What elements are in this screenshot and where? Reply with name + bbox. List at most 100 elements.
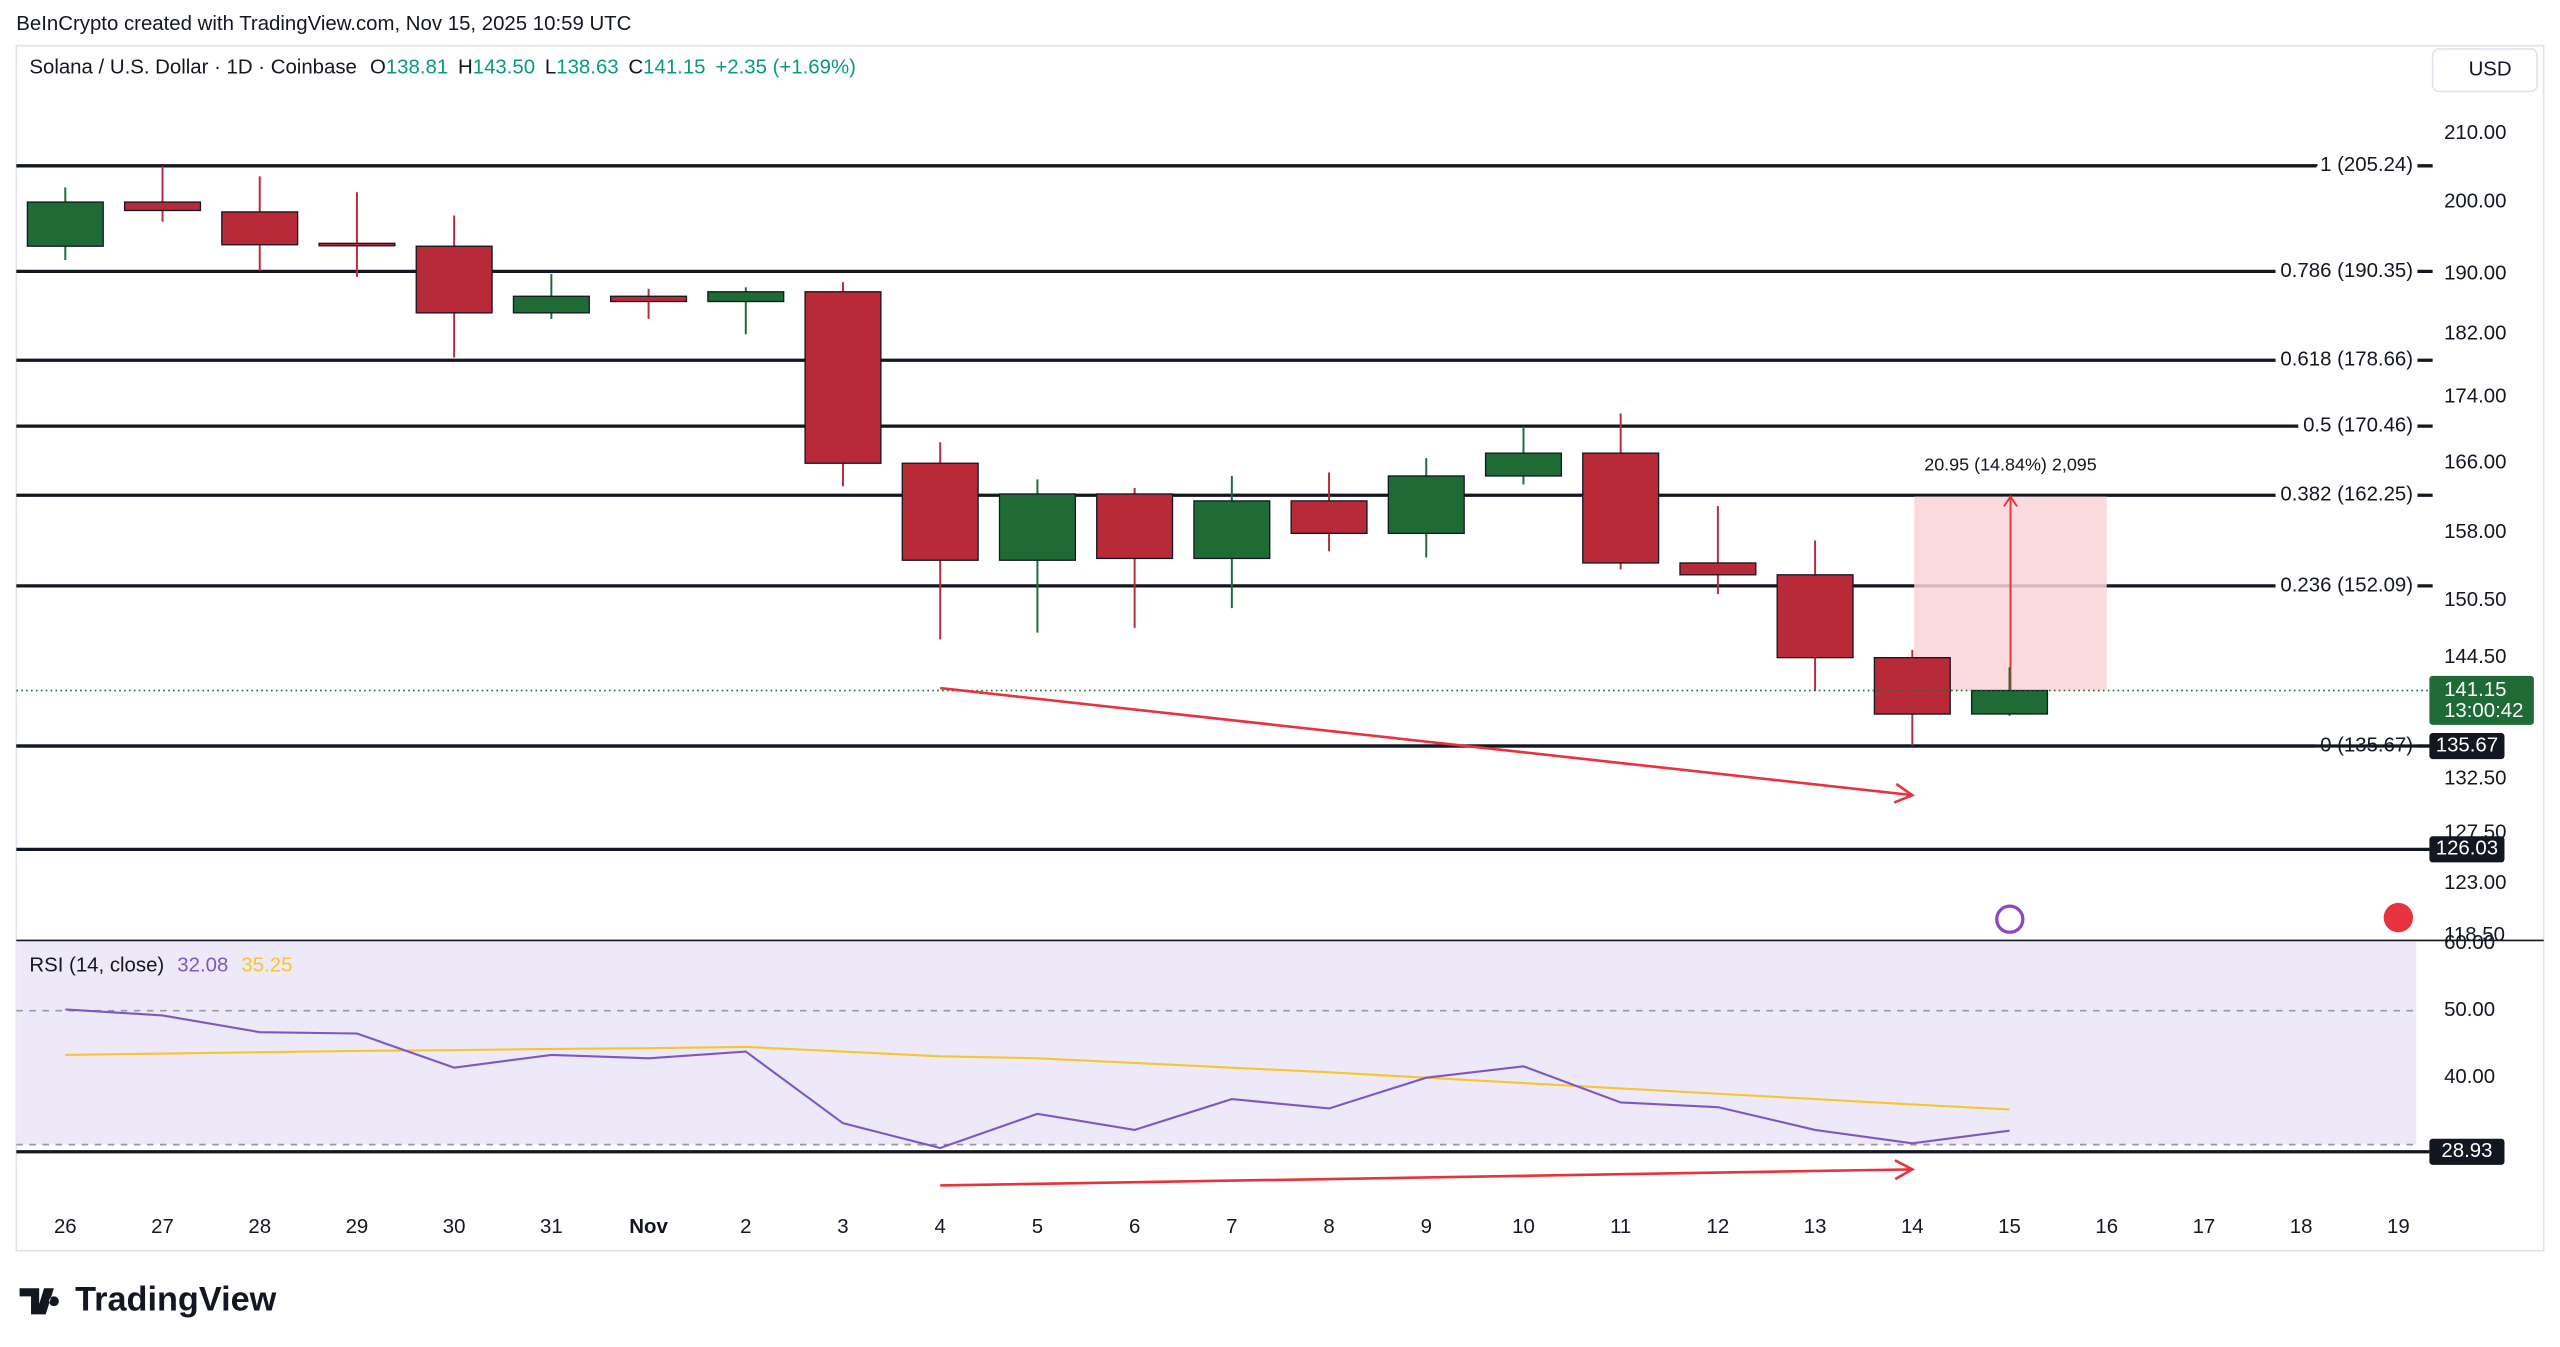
x-tick-label: 12 bbox=[1707, 1216, 1730, 1238]
countdown: 13:00:42 bbox=[2444, 700, 2523, 722]
ohlc-value: 138.81 bbox=[386, 57, 448, 79]
y-tick-label: 158.00 bbox=[2444, 521, 2506, 543]
rsi-label: RSI (14, close) bbox=[29, 955, 164, 977]
price-tag-label: 126.03 bbox=[2436, 838, 2498, 860]
x-tick-label: 26 bbox=[54, 1216, 77, 1238]
y-tick-label: 166.00 bbox=[2444, 452, 2506, 474]
arrowhead bbox=[1893, 782, 1916, 804]
candle-body bbox=[998, 493, 1076, 561]
current-price-tag bbox=[2429, 675, 2534, 725]
arrowhead bbox=[1894, 1159, 1916, 1181]
candle-body bbox=[804, 291, 882, 464]
x-tick-label: 16 bbox=[2095, 1216, 2118, 1238]
attribution: BeInCrypto created with TradingView.com,… bbox=[16, 13, 631, 35]
candle-body bbox=[1679, 562, 1757, 576]
y-tick-label: 182.00 bbox=[2444, 323, 2506, 345]
fib-label: 0.786 (190.35) bbox=[2280, 260, 2413, 282]
x-tick-label: 30 bbox=[443, 1216, 466, 1238]
rsi-tick-label: 50.00 bbox=[2444, 999, 2495, 1021]
y-tick-label: 200.00 bbox=[2444, 190, 2506, 212]
currency-button[interactable] bbox=[2431, 48, 2538, 93]
symbol: Solana / U.S. Dollar · 1D · Coinbase bbox=[29, 57, 357, 79]
y-tick-label: 190.00 bbox=[2444, 262, 2506, 284]
price-tag bbox=[2429, 732, 2505, 760]
y-tick-label: 144.50 bbox=[2444, 646, 2506, 668]
fib-label: 0.382 (162.25) bbox=[2280, 484, 2413, 506]
x-tick-label: 10 bbox=[1512, 1216, 1535, 1238]
candle-body bbox=[221, 211, 299, 246]
x-tick-label: 7 bbox=[1226, 1216, 1237, 1238]
price-tag bbox=[2429, 1138, 2505, 1165]
candle-body bbox=[901, 462, 979, 561]
change: +2.35 (+1.69%) bbox=[715, 57, 856, 79]
candle-body bbox=[318, 242, 396, 247]
x-tick-label: 19 bbox=[2387, 1216, 2410, 1238]
candle-body bbox=[1193, 500, 1271, 560]
x-tick-label: 11 bbox=[1610, 1216, 1631, 1238]
x-tick-label: Nov bbox=[629, 1216, 668, 1238]
x-tick-label: 4 bbox=[935, 1216, 946, 1238]
x-tick-label: 17 bbox=[2193, 1216, 2216, 1238]
x-tick-label: 28 bbox=[248, 1216, 271, 1238]
x-tick-label: 31 bbox=[540, 1216, 563, 1238]
x-tick-label: 6 bbox=[1129, 1216, 1140, 1238]
candle-body bbox=[512, 295, 590, 314]
rsi-ma-value: 35.25 bbox=[241, 955, 292, 977]
fib-label: 0.618 (178.66) bbox=[2280, 349, 2413, 371]
y-tick-label: 123.00 bbox=[2444, 872, 2506, 894]
candle-body bbox=[610, 295, 688, 303]
x-tick-label: 29 bbox=[346, 1216, 369, 1238]
rsi-value: 32.08 bbox=[177, 955, 228, 977]
candle-body bbox=[415, 245, 493, 314]
legend: Solana / U.S. Dollar · 1D · Coinbase O138… bbox=[29, 57, 856, 79]
fib-label: 0.236 (152.09) bbox=[2280, 574, 2413, 596]
ohlc-name: C bbox=[628, 57, 643, 79]
current-price: 141.15 bbox=[2444, 679, 2506, 701]
currency[interactable]: USD bbox=[2469, 59, 2512, 81]
candle-body bbox=[26, 201, 104, 247]
rsi-line bbox=[65, 1008, 2010, 1150]
rsi-band bbox=[16, 940, 2417, 1145]
x-tick-label: 14 bbox=[1901, 1216, 1924, 1238]
price-tag-label: 135.67 bbox=[2436, 734, 2498, 756]
y-tick-label: 174.00 bbox=[2444, 386, 2506, 408]
divergence-arrow bbox=[940, 1168, 1913, 1187]
x-tick-label: 8 bbox=[1323, 1216, 1334, 1238]
pane-icons bbox=[1995, 902, 2414, 934]
candle-body bbox=[1970, 689, 2049, 715]
ohlc-name: H bbox=[458, 57, 473, 79]
ohlc-value: 143.50 bbox=[473, 57, 535, 79]
rsi-tick-label: 40.00 bbox=[2444, 1066, 2495, 1088]
chart-frame bbox=[15, 44, 2545, 1252]
x-tick-label: 15 bbox=[1998, 1216, 2021, 1238]
logo: TradingView bbox=[19, 1280, 277, 1318]
candle-body bbox=[1582, 452, 1660, 564]
measure-arrowhead bbox=[2003, 494, 2018, 507]
y-tick-label: 132.50 bbox=[2444, 768, 2506, 790]
fib-label: 0.5 (170.46) bbox=[2303, 414, 2413, 436]
candle-body bbox=[1096, 493, 1174, 560]
x-tick-label: 18 bbox=[2290, 1216, 2313, 1238]
price-tag-label: 28.93 bbox=[2441, 1140, 2492, 1162]
candle-body bbox=[123, 201, 202, 212]
logo-text: TradingView bbox=[75, 1280, 277, 1318]
ohlc-name: O bbox=[370, 57, 386, 79]
candle-body bbox=[1484, 452, 1563, 477]
candle-body bbox=[1873, 657, 1951, 715]
x-tick-label: 5 bbox=[1032, 1216, 1043, 1238]
price-tag bbox=[2429, 836, 2505, 863]
y-tick-label: 150.50 bbox=[2444, 589, 2506, 611]
x-tick-label: 2 bbox=[740, 1216, 751, 1238]
x-tick-label: 27 bbox=[151, 1216, 174, 1238]
divergence-arrow bbox=[940, 686, 1913, 797]
x-tick-label: 9 bbox=[1421, 1216, 1432, 1238]
rsi-ma-line bbox=[65, 1045, 2010, 1111]
candle-body bbox=[1387, 475, 1465, 535]
ohlc-value: 138.63 bbox=[556, 57, 618, 79]
ohlc-value: 141.15 bbox=[643, 57, 705, 79]
candle-body bbox=[707, 291, 785, 303]
ohlc-name: L bbox=[545, 57, 556, 79]
y-tick-label: 118.50 bbox=[2444, 924, 2505, 946]
measure-label: 20.95 (14.84%) 2,095 bbox=[1924, 454, 2097, 474]
